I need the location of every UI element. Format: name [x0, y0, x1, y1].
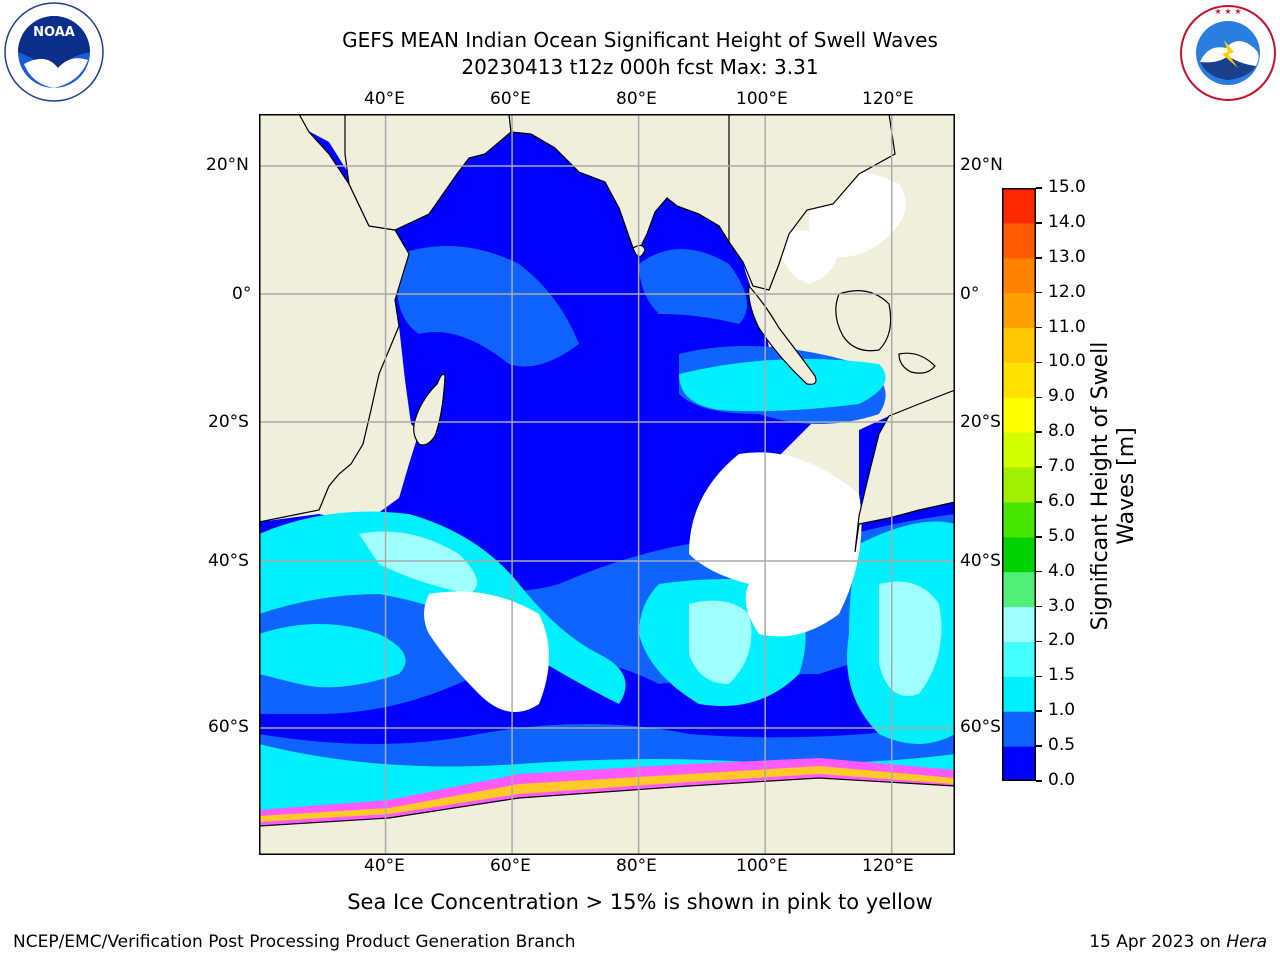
colorbar-segment [1002, 188, 1036, 224]
lon-label-bottom-80e: 80°E [616, 856, 657, 876]
colorbar-segment [1002, 432, 1036, 468]
colorbar-tick-label: 7.0 [1048, 456, 1076, 477]
colorbar-tick-label: 0.5 [1048, 735, 1076, 756]
footer-right: 15 Apr 2023 on Hera [1089, 932, 1267, 952]
colorbar-tick-mark [1036, 222, 1042, 224]
lon-label-top-60e: 60°E [490, 89, 531, 109]
southeast-asia [728, 113, 896, 291]
footer-date: 15 Apr 2023 on [1089, 932, 1227, 952]
colorbar-segment [1002, 606, 1036, 642]
colorbar-tick-label: 3.0 [1048, 595, 1076, 616]
colorbar-tick-mark [1036, 396, 1042, 399]
lon-label-bottom-120e: 120°E [862, 856, 914, 876]
colorbar-tick-mark [1036, 466, 1042, 468]
colorbar-tick-mark [1036, 501, 1042, 503]
lat-label-left-20s: 20°S [208, 412, 249, 432]
colorbar-ticks: 0.0 0.5 1.0 1.5 2.0 3.0 4.0 5.0 6.0 7.0 8.0 9.0 10.0… [1036, 177, 1106, 790]
svg-text:★ ★ ★: ★ ★ ★ [1214, 7, 1241, 16]
lat-label-right-20s: 20°S [960, 412, 1001, 432]
lat-label-left-20n: 20°N [206, 155, 249, 175]
colorbar-label-line2: Waves [m] [1114, 427, 1139, 545]
colorbar-tick-label: 12.0 [1048, 281, 1086, 302]
colorbar-tick-label: 10.0 [1048, 351, 1086, 372]
colorbar-tick-mark [1036, 257, 1042, 259]
nws-logo: ★ ★ ★ [1178, 4, 1278, 102]
colorbar-tick-label: 1.5 [1048, 665, 1076, 686]
colorbar-segment [1002, 641, 1036, 677]
colorbar-tick-mark [1036, 710, 1042, 712]
map-panel [258, 113, 956, 856]
map-subtitle: 20230413 t12z 000h fcst Max: 3.31 [461, 55, 819, 79]
swell-height-map [258, 113, 956, 856]
colorbar-segment [1002, 397, 1036, 433]
borneo [835, 290, 892, 352]
lon-label-top-100e: 100°E [736, 89, 788, 109]
colorbar-tick-label: 8.0 [1048, 421, 1076, 442]
lat-label-left-0: 0° [232, 284, 252, 304]
colorbar-tick-label: 0.0 [1048, 770, 1076, 790]
lon-label-top-120e: 120°E [862, 89, 914, 109]
lon-label-bottom-60e: 60°E [490, 856, 531, 876]
colorbar-label-line1: Significant Height of Swell [1088, 341, 1113, 631]
noaa-logo-text: NOAA [33, 25, 75, 40]
colorbar-segment [1002, 327, 1036, 363]
colorbar-tick-label: 11.0 [1048, 316, 1086, 337]
colorbar-tick-mark [1036, 640, 1042, 643]
colorbar-segment [1002, 711, 1036, 747]
colorbar-segment [1002, 362, 1036, 398]
colorbar-segment [1002, 292, 1036, 329]
lon-label-top-40e: 40°E [364, 89, 405, 109]
australia [854, 389, 956, 553]
colorbar-tick-label: 14.0 [1048, 211, 1086, 232]
colorbar-segment [1002, 746, 1036, 782]
colorbar-tick-label: 5.0 [1048, 525, 1076, 546]
colorbar-tick-label: 2.0 [1048, 630, 1076, 651]
colorbar-segment [1002, 571, 1036, 608]
colorbar-segment [1002, 257, 1036, 294]
colorbar-segment [1002, 501, 1036, 538]
colorbar-tick-label: 1.0 [1048, 700, 1076, 721]
lat-label-right-20n: 20°N [960, 155, 1003, 175]
lon-label-bottom-40e: 40°E [364, 856, 405, 876]
colorbar-tick-mark [1036, 361, 1042, 364]
map-title: GEFS MEAN Indian Ocean Significant Heigh… [342, 28, 938, 52]
colorbar-segment [1002, 676, 1036, 712]
africa [258, 113, 410, 523]
colorbar-tick-mark [1036, 291, 1042, 294]
colorbar-tick-mark [1036, 780, 1042, 782]
colorbar-tick-label: 4.0 [1048, 560, 1076, 581]
colorbar-tick-label: 13.0 [1048, 246, 1086, 267]
lat-label-left-60s: 60°S [208, 717, 249, 737]
footer-host: Hera [1226, 932, 1267, 952]
colorbar-segment [1002, 467, 1036, 503]
lat-label-right-0: 0° [960, 284, 980, 304]
lon-label-top-80e: 80°E [616, 89, 657, 109]
madagascar [413, 373, 446, 446]
lat-label-right-60s: 60°S [960, 717, 1001, 737]
colorbar-tick-mark [1036, 536, 1042, 538]
map-border [259, 114, 955, 855]
colorbar-tick-mark [1036, 187, 1042, 189]
colorbar-tick-label: 15.0 [1048, 177, 1086, 197]
map-grid [259, 114, 955, 855]
footer-left: NCEP/EMC/Verification Post Processing Pr… [13, 932, 576, 952]
colorbar-segment [1002, 536, 1036, 573]
colorbar-segment [1002, 222, 1036, 259]
colorbar-tick-label: 9.0 [1048, 386, 1076, 407]
colorbar-tick-label: 6.0 [1048, 490, 1076, 511]
colorbar-tick-mark [1036, 326, 1042, 329]
sea-ice-caption: Sea Ice Concentration > 15% is shown in … [347, 890, 933, 914]
colorbar-tick-mark [1036, 570, 1042, 573]
lon-label-bottom-100e: 100°E [736, 856, 788, 876]
colorbar-tick-mark [1036, 431, 1042, 433]
colorbar [1002, 188, 1036, 782]
lat-label-left-40s: 40°S [208, 551, 249, 571]
colorbar-tick-mark [1036, 745, 1042, 747]
colorbar-tick-mark [1036, 605, 1042, 608]
lat-label-right-40s: 40°S [960, 551, 1001, 571]
noaa-logo: NOAA [2, 2, 106, 102]
colorbar-tick-mark [1036, 675, 1042, 678]
